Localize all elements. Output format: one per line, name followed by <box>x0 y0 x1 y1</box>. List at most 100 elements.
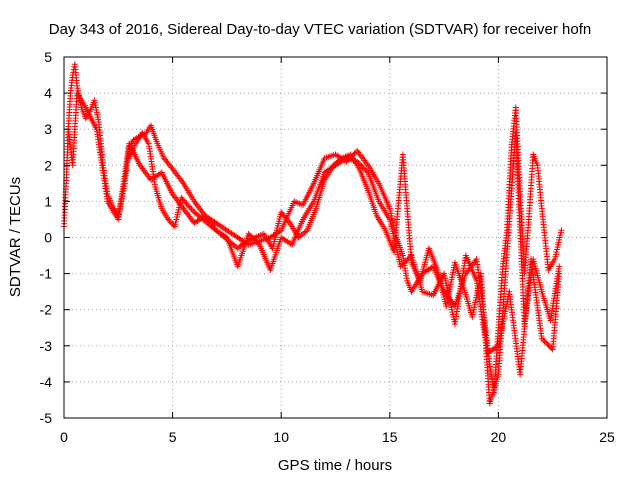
interpolated-point <box>345 152 352 159</box>
interpolated-point <box>214 228 221 235</box>
interpolated-point <box>299 218 306 225</box>
interpolated-point <box>222 226 229 233</box>
interpolated-point <box>67 92 74 99</box>
y-tick-label: -2 <box>40 302 53 318</box>
interpolated-point <box>197 214 204 221</box>
x-axis-label: GPS time / hours <box>278 457 392 474</box>
interpolated-point <box>144 138 151 145</box>
interpolated-point <box>403 257 410 264</box>
interpolated-point <box>276 228 283 235</box>
y-axis-label: SDTVAR / TECUs <box>7 177 24 297</box>
interpolated-point <box>364 185 371 192</box>
interpolated-point <box>168 164 175 171</box>
interpolated-point <box>179 196 186 203</box>
interpolated-point <box>374 178 381 185</box>
interpolated-point <box>545 342 552 349</box>
interpolated-point <box>459 282 466 289</box>
interpolated-point <box>544 340 551 347</box>
interpolated-point <box>240 240 247 247</box>
interpolated-point <box>408 257 415 264</box>
interpolated-point <box>399 250 406 257</box>
interpolated-point <box>253 239 260 246</box>
interpolated-point <box>555 265 562 272</box>
interpolated-point <box>440 272 447 279</box>
interpolated-point <box>320 178 327 185</box>
chart-title: Day 343 of 2016, Sidereal Day-to-day VTE… <box>49 21 591 38</box>
interpolated-point <box>494 373 501 380</box>
interpolated-point <box>285 218 292 225</box>
interpolated-point <box>403 275 410 282</box>
interpolated-point <box>320 157 327 164</box>
y-tick-label: 1 <box>44 193 52 209</box>
interpolated-point <box>508 147 515 154</box>
interpolated-point <box>312 207 319 214</box>
interpolated-point <box>151 181 158 188</box>
interpolated-point <box>114 214 121 221</box>
series-track-a <box>61 61 565 396</box>
interpolated-point <box>301 229 308 236</box>
interpolated-point <box>385 203 392 210</box>
x-tick-label: 5 <box>169 429 177 445</box>
interpolated-point <box>309 182 316 189</box>
y-tick-label: -5 <box>40 410 53 426</box>
interpolated-point <box>131 142 138 149</box>
interpolated-point <box>205 221 212 228</box>
interpolated-point <box>294 232 301 239</box>
interpolated-point <box>92 124 99 131</box>
interpolated-point <box>298 201 305 208</box>
interpolated-point <box>255 240 262 247</box>
interpolated-point <box>542 339 549 346</box>
interpolated-point <box>375 196 382 203</box>
interpolated-point <box>525 219 532 226</box>
interpolated-point <box>302 228 309 235</box>
interpolated-point <box>503 251 510 258</box>
interpolated-point <box>538 333 545 340</box>
interpolated-point <box>233 233 240 240</box>
interpolated-point <box>550 257 557 264</box>
interpolated-point <box>190 196 197 203</box>
y-tick-label: 4 <box>44 85 52 101</box>
y-tick-label: 3 <box>44 121 52 137</box>
interpolated-point <box>153 138 160 145</box>
interpolated-point <box>187 204 194 211</box>
interpolated-point <box>351 150 358 157</box>
series-track-c <box>126 129 563 407</box>
interpolated-point <box>385 214 392 221</box>
interpolated-point <box>538 286 545 293</box>
interpolated-point <box>329 164 336 171</box>
interpolated-point <box>180 197 187 204</box>
y-tick-label: -4 <box>40 374 53 390</box>
interpolated-point <box>540 336 547 343</box>
interpolated-point <box>190 207 197 214</box>
interpolated-point <box>381 225 388 232</box>
interpolated-point <box>541 338 548 345</box>
y-tick-label: 2 <box>44 157 52 173</box>
interpolated-point <box>223 235 230 242</box>
interpolated-point <box>428 291 435 298</box>
interpolated-point <box>290 200 297 207</box>
axis-ticks: 0 5 10 15 20 25 -5 -4 -3 -2 -1 0 1 2 3 4 5 <box>40 49 615 445</box>
interpolated-point <box>538 202 545 209</box>
interpolated-point <box>337 156 344 163</box>
interpolated-point <box>158 203 165 210</box>
interpolated-point <box>186 203 193 210</box>
x-tick-label: 15 <box>382 429 398 445</box>
interpolated-point <box>399 262 406 269</box>
interpolated-point <box>95 116 102 123</box>
interpolated-point <box>231 242 238 249</box>
y-tick-label: -1 <box>40 266 53 282</box>
data-series <box>61 61 565 407</box>
interpolated-point <box>242 239 248 246</box>
interpolated-point <box>136 160 143 167</box>
interpolated-point <box>179 178 186 185</box>
interpolated-point <box>166 217 173 224</box>
interpolated-point <box>362 166 369 173</box>
interpolated-point <box>363 160 370 167</box>
y-tick-label: -3 <box>40 338 53 354</box>
interpolated-point <box>259 231 266 238</box>
y-tick-label: 0 <box>44 230 52 246</box>
interpolated-point <box>557 229 564 236</box>
x-tick-label: 0 <box>60 429 68 445</box>
y-tick-label: 5 <box>44 49 52 65</box>
